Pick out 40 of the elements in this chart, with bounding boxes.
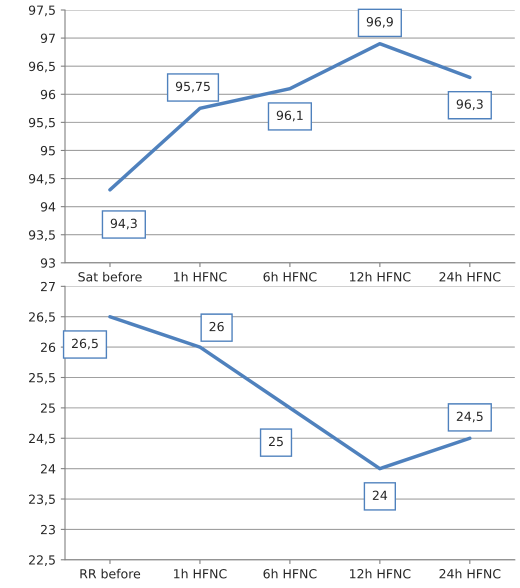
data-label: 95,75	[176, 82, 210, 92]
data-label: 26	[210, 322, 224, 332]
x-tick-label: 1h HFNC	[174, 568, 227, 578]
y-tick-label: 23,5	[29, 494, 55, 506]
data-label: 25	[268, 436, 283, 446]
data-label: 94,3	[110, 218, 137, 230]
y-tick-label: 93,5	[28, 230, 55, 241]
y-tick-label: 26,5	[29, 312, 55, 323]
y-tick-label: 96	[40, 90, 56, 100]
y-tick-label: 22,5	[29, 555, 55, 566]
y-tick-label: 95	[40, 146, 55, 156]
data-label: 96,9	[366, 17, 393, 28]
y-tick-label: 95,5	[28, 118, 55, 129]
y-tick-label: 24	[40, 464, 56, 474]
x-tick-label: RR before	[80, 568, 140, 578]
x-tick-label: Sat before	[78, 272, 142, 282]
data-label: 24,5	[456, 412, 483, 422]
y-tick-label: 26	[40, 342, 56, 352]
y-tick-label: 25	[40, 403, 55, 413]
y-tick-label: 23	[40, 524, 55, 534]
x-tick-label: 1h HFNC	[174, 272, 227, 282]
x-tick-label: 12h HFNC	[350, 272, 410, 282]
y-tick-label: 27	[40, 282, 55, 292]
data-label: 26,5	[72, 338, 98, 350]
x-tick-label: 12h HFNC	[350, 568, 410, 578]
data-label: 96,3	[456, 99, 483, 110]
y-tick-label: 97	[40, 34, 55, 44]
y-tick-label: 96,5	[28, 62, 55, 72]
y-tick-label: 24,5	[29, 434, 55, 444]
y-tick-label: 25,5	[29, 372, 55, 384]
data-label: 24	[372, 490, 388, 500]
y-tick-label: 93	[40, 258, 55, 268]
y-tick-label: 94	[40, 202, 56, 212]
y-tick-label: 94,5	[28, 174, 55, 185]
x-tick-label: 24h HFNC	[440, 568, 500, 578]
y-tick-label: 97,5	[28, 5, 55, 16]
x-tick-label: 6h HFNC	[264, 568, 316, 578]
x-tick-label: 24h HFNC	[440, 272, 500, 282]
data-label: 96,1	[276, 110, 303, 122]
x-tick-label: 6h HFNC	[264, 272, 316, 282]
